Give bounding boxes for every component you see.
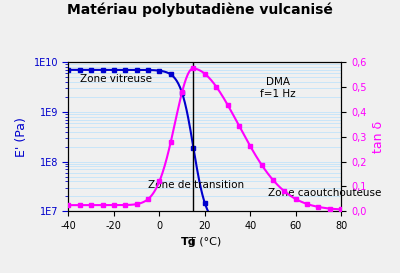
- X-axis label: T (°C): T (°C): [189, 237, 221, 247]
- Text: Zone de transition: Zone de transition: [148, 180, 244, 190]
- Text: Zone caoutchouteuse: Zone caoutchouteuse: [268, 188, 382, 198]
- Y-axis label: E' (Pa): E' (Pa): [15, 117, 28, 157]
- Text: Zone vitreuse: Zone vitreuse: [80, 74, 152, 84]
- Text: DMA
f=1 Hz: DMA f=1 Hz: [260, 77, 295, 99]
- Text: Tg: Tg: [181, 237, 197, 247]
- Text: Matériau polybutadiène vulcanisé: Matériau polybutadiène vulcanisé: [67, 3, 333, 17]
- Y-axis label: tan δ: tan δ: [372, 121, 385, 153]
